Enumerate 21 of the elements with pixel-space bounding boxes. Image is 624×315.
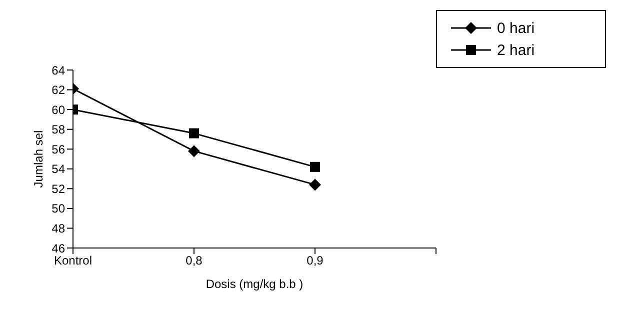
y-tick-label: 46	[52, 241, 66, 256]
point	[310, 162, 320, 172]
y-tick-label: 58	[52, 122, 66, 137]
point	[188, 145, 200, 158]
x-tick-label: 0,8	[186, 254, 203, 268]
y-tick-label: 48	[52, 221, 66, 236]
y-tick-label: 56	[52, 142, 66, 156]
y-tick-label: 50	[52, 202, 66, 216]
legend-label: 2 hari	[497, 42, 535, 58]
y-tick-label: 54	[52, 162, 66, 176]
y-tick-label: 52	[52, 182, 66, 196]
point	[309, 178, 321, 191]
x-axis-title: Dosis (mg/kg b.b )	[206, 277, 304, 291]
y-tick-label: 60	[52, 102, 66, 117]
legend-label: 0 hari	[497, 20, 535, 36]
x-tick-label: Kontrol	[54, 254, 92, 268]
y-tick-label: 64	[52, 63, 66, 78]
y-tick-label: 62	[52, 83, 66, 98]
y-axis-title: Jumlah sel	[31, 130, 46, 188]
point	[189, 128, 199, 138]
x-tick-label: 0,9	[306, 254, 324, 268]
